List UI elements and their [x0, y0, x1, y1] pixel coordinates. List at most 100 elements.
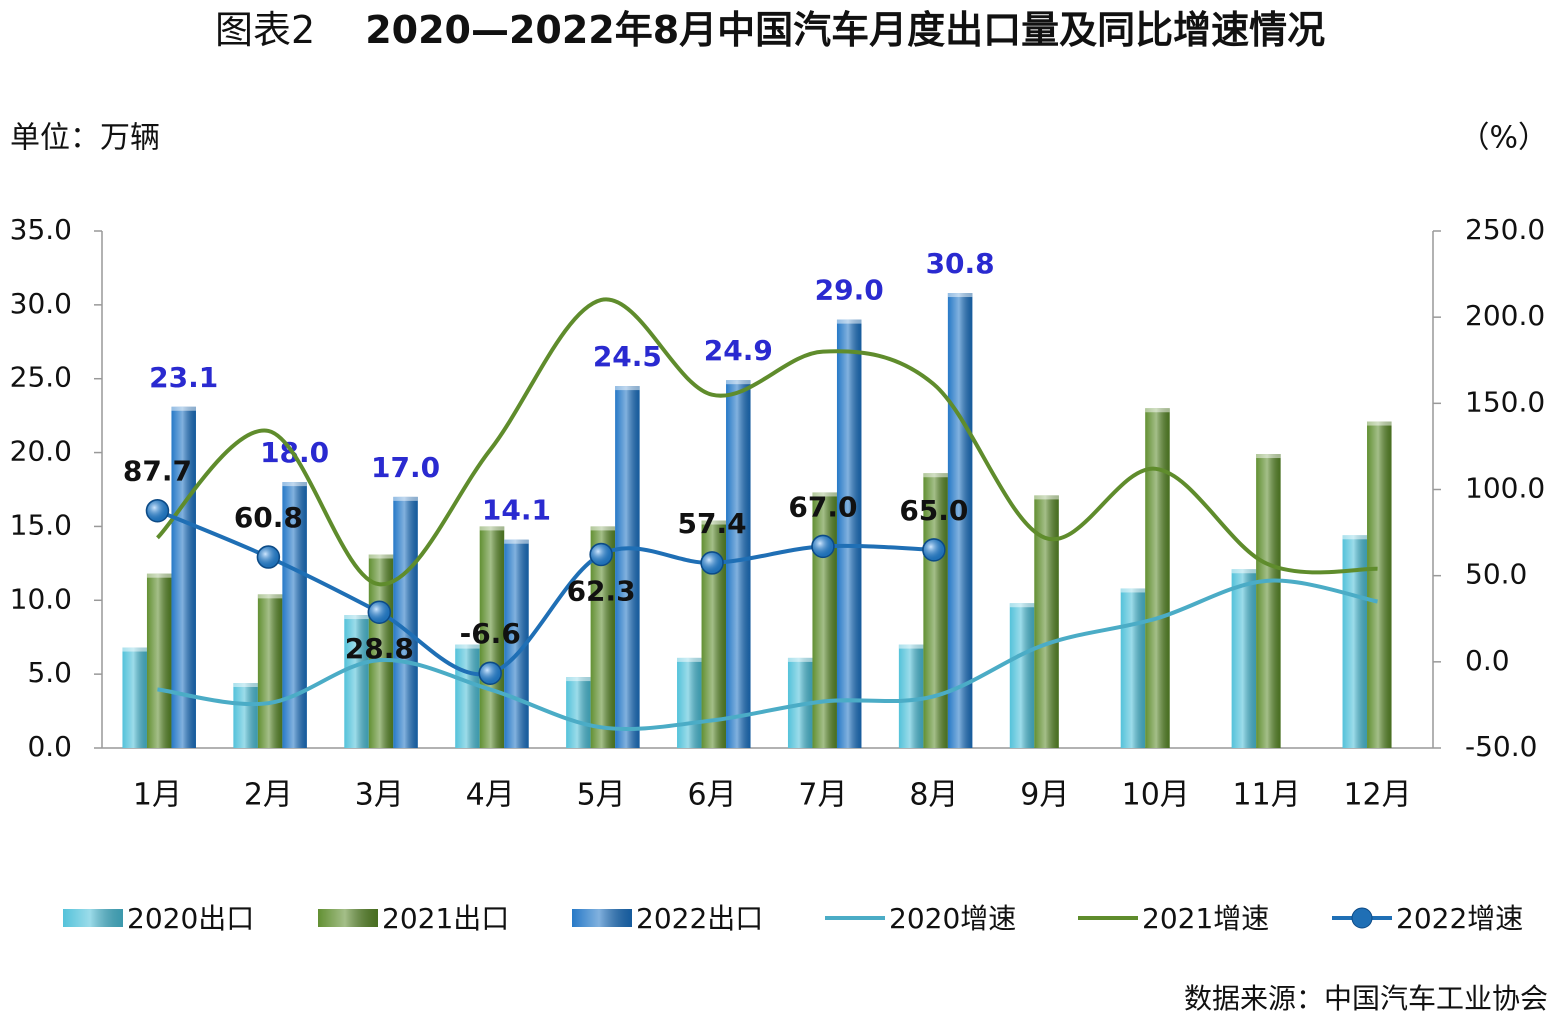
- y-tick-label: 5.0: [27, 656, 72, 689]
- y-tick-label: 30.0: [10, 287, 72, 320]
- bar: [479, 526, 505, 748]
- bar-cap: [923, 473, 948, 478]
- bar-shine: [1009, 603, 1035, 748]
- x-tick-label: 11月: [1233, 778, 1301, 813]
- bar-cap: [257, 594, 283, 599]
- bar-shine: [812, 492, 837, 748]
- bar: [344, 615, 369, 748]
- data-label: 60.8: [234, 501, 303, 534]
- bar: [923, 473, 948, 748]
- bar: [1145, 408, 1170, 748]
- data-label: 65.0: [899, 494, 968, 527]
- data-label: 87.7: [123, 455, 192, 488]
- bar-shine: [923, 473, 948, 748]
- line: [157, 578, 1378, 731]
- bar-cap: [368, 554, 394, 559]
- y2-tick-label: 100.0: [1465, 472, 1545, 505]
- legend-swatch-shine: [63, 909, 123, 927]
- x-tick-label: 9月: [1020, 778, 1069, 813]
- y-tick-label: 25.0: [10, 361, 72, 394]
- bar-shine: [1367, 421, 1392, 748]
- bar-cap: [1256, 454, 1281, 459]
- marker-shine: [591, 544, 612, 565]
- bar: [1342, 535, 1368, 748]
- bar-shine: [122, 647, 147, 748]
- bar: [122, 647, 147, 748]
- bar-cap: [615, 386, 640, 391]
- y-tick-label: 0.0: [27, 730, 72, 763]
- title-text: 2020—2022年8月中国汽车月度出口量及同比增速情况: [365, 8, 1325, 52]
- x-tick-label: 7月: [798, 778, 847, 813]
- data-label: 24.5: [593, 340, 662, 373]
- data-label: -6.6: [460, 617, 521, 650]
- bar-shine: [282, 482, 307, 748]
- marker-shine: [923, 539, 944, 560]
- bar-shine: [615, 386, 640, 748]
- x-tick-label: 8月: [909, 778, 958, 813]
- line: [156, 508, 934, 677]
- bar: [257, 594, 283, 748]
- bar-shine: [1231, 569, 1257, 748]
- bar-shine: [1342, 535, 1368, 748]
- bar-cap: [566, 677, 591, 682]
- data-label: 23.1: [149, 361, 218, 394]
- x-tick-label: 10月: [1122, 778, 1190, 813]
- chart-title: 图表2 2020—2022年8月中国汽车月度出口量及同比增速情况: [215, 8, 1325, 52]
- y-tick-label: 35.0: [10, 213, 72, 246]
- bar-cap: [701, 520, 727, 525]
- bar: [393, 496, 418, 748]
- bar-shine: [257, 594, 283, 748]
- bar-shine: [947, 293, 973, 748]
- bar-cap: [1231, 569, 1257, 574]
- bar-shine: [1145, 408, 1170, 748]
- bar-cap: [171, 406, 196, 411]
- legend-swatch-shine: [318, 909, 378, 927]
- x-tick-label: 6月: [687, 778, 736, 813]
- bar-shine: [233, 683, 258, 748]
- y2-axis-label: （%）: [1459, 121, 1548, 156]
- bar-cap: [787, 657, 813, 662]
- bar: [615, 386, 640, 748]
- data-label: 67.0: [788, 490, 857, 523]
- bar-cap: [504, 539, 529, 544]
- bar-shine: [368, 554, 394, 748]
- y2-tick-label: 250.0: [1465, 213, 1545, 246]
- bar-shine: [146, 573, 172, 748]
- bar-shine: [1256, 454, 1281, 748]
- bar: [726, 380, 751, 748]
- bar: [898, 644, 924, 748]
- bar: [1231, 569, 1257, 748]
- bar-cap: [1145, 408, 1170, 413]
- bar-cap: [1342, 535, 1368, 540]
- bar: [1009, 603, 1035, 748]
- bar-shine: [898, 644, 924, 748]
- legend-label: 2021增速: [1142, 902, 1269, 935]
- bar-shine: [726, 380, 751, 748]
- bar-cap: [1120, 588, 1146, 593]
- bar-cap: [836, 319, 862, 324]
- bar-cap: [479, 526, 505, 531]
- bar: [677, 657, 702, 748]
- data-label: 24.9: [704, 334, 773, 367]
- bar: [1256, 454, 1281, 748]
- bar-cap: [947, 293, 973, 298]
- bar-cap: [393, 496, 418, 501]
- y2-tick-label: -50.0: [1465, 730, 1537, 763]
- bar: [812, 492, 837, 748]
- x-tick-label: 5月: [577, 778, 626, 813]
- bar-cap: [812, 492, 837, 497]
- figure-label: 图表2: [215, 8, 315, 52]
- y2-tick-label: 150.0: [1465, 385, 1545, 418]
- x-tick-label: 3月: [355, 778, 404, 813]
- bar: [1120, 588, 1146, 748]
- y-tick-label: 20.0: [10, 435, 72, 468]
- bar-shine: [566, 677, 591, 748]
- bar-shine: [1120, 588, 1146, 748]
- x-tick-label: 12月: [1343, 778, 1411, 813]
- y-tick-label: 15.0: [10, 508, 72, 541]
- data-label: 17.0: [371, 451, 440, 484]
- marker-shine: [812, 536, 833, 557]
- bar: [368, 554, 394, 748]
- bar-cap: [146, 573, 172, 578]
- line: [156, 297, 1378, 587]
